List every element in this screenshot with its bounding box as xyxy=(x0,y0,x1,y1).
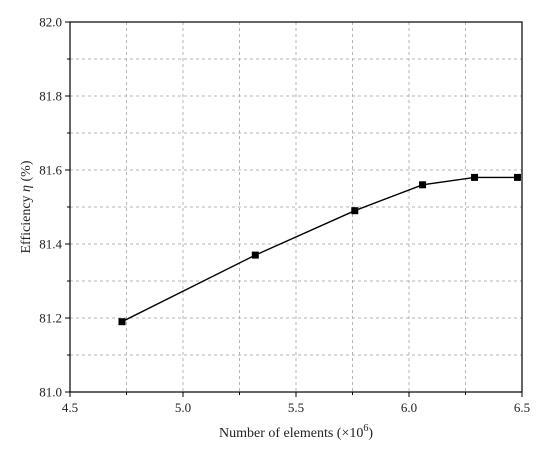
data-point-marker xyxy=(251,251,259,259)
series-line xyxy=(121,176,518,323)
data-point-marker xyxy=(471,173,479,181)
y-tick-label: 81.8 xyxy=(39,89,62,104)
data-point-marker xyxy=(351,207,359,215)
axis-ticks xyxy=(65,21,523,397)
y-tick-labels: 81.0 81.2 81.4 81.6 81.8 82.0 xyxy=(39,15,62,400)
x-tick-labels: 4.5 5.0 5.5 6.0 6.5 xyxy=(62,400,530,415)
y-axis-title: Efficiency η (%) xyxy=(19,160,34,253)
y-tick-label: 82.0 xyxy=(39,15,62,30)
y-tick-label: 81.2 xyxy=(39,311,62,326)
x-tick-label: 4.5 xyxy=(62,400,78,415)
data-point-marker xyxy=(419,181,427,189)
y-tick-label: 81.0 xyxy=(39,385,62,400)
x-tick-label: 6.0 xyxy=(401,400,417,415)
data-point-marker xyxy=(118,318,126,326)
x-tick-label: 5.0 xyxy=(175,400,191,415)
x-tick-label: 5.5 xyxy=(288,400,304,415)
x-tick-label: 6.5 xyxy=(514,400,530,415)
x-axis-title: Number of elements (×106) xyxy=(219,423,373,441)
grid xyxy=(70,22,522,392)
data-point-marker xyxy=(513,173,521,181)
series xyxy=(118,173,521,326)
y-tick-label: 81.6 xyxy=(39,163,62,178)
y-tick-label: 81.4 xyxy=(39,237,62,252)
